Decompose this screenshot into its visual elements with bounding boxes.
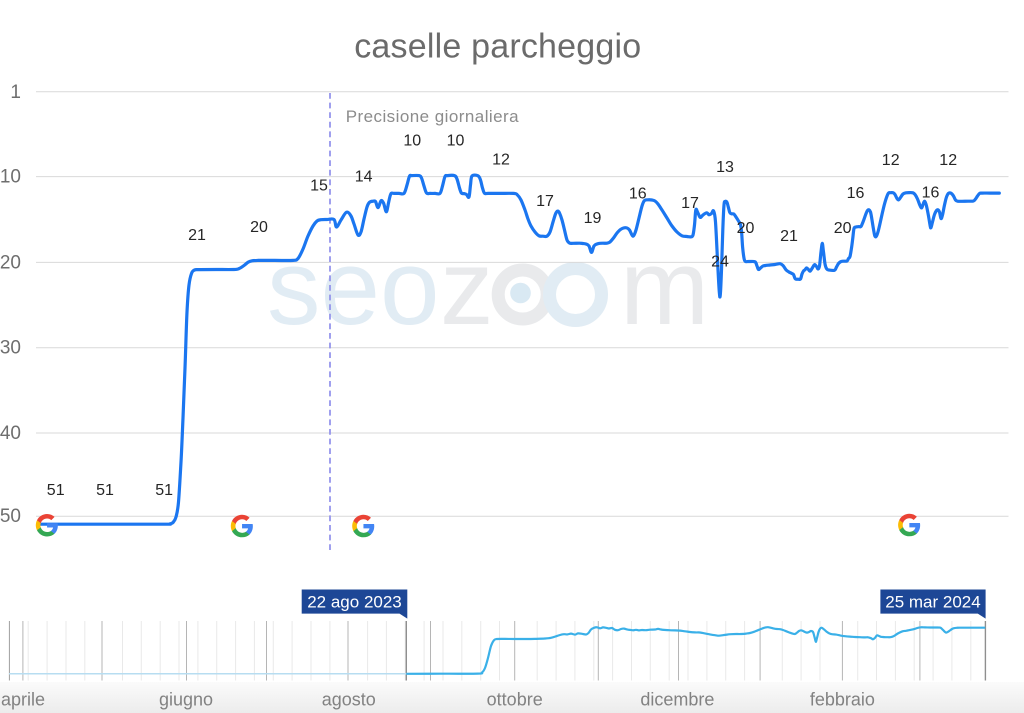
svg-text:10: 10 [403, 132, 421, 149]
svg-text:51: 51 [96, 482, 114, 499]
svg-text:25 mar 2024: 25 mar 2024 [885, 593, 980, 612]
svg-text:12: 12 [939, 152, 957, 169]
svg-text:ottobre: ottobre [487, 690, 543, 710]
svg-text:20: 20 [834, 220, 852, 237]
svg-text:14: 14 [355, 169, 373, 186]
svg-text:17: 17 [681, 195, 699, 212]
svg-text:dicembre: dicembre [640, 690, 714, 710]
svg-text:m: m [620, 227, 709, 347]
svg-text:50: 50 [0, 506, 21, 527]
svg-text:20: 20 [250, 219, 268, 236]
svg-text:51: 51 [47, 482, 65, 499]
svg-text:10: 10 [447, 132, 465, 149]
svg-text:40: 40 [0, 423, 21, 444]
svg-text:22 ago 2023: 22 ago 2023 [307, 593, 402, 612]
svg-text:16: 16 [847, 185, 865, 202]
svg-text:10: 10 [0, 167, 21, 188]
svg-text:51: 51 [155, 482, 173, 499]
svg-text:16: 16 [922, 184, 940, 201]
svg-text:16: 16 [629, 185, 647, 202]
svg-text:13: 13 [716, 159, 734, 176]
svg-text:giugno: giugno [159, 690, 213, 710]
svg-text:aprile: aprile [1, 690, 45, 710]
svg-text:seo: seo [267, 227, 440, 347]
svg-text:caselle parcheggio: caselle parcheggio [354, 28, 641, 66]
svg-text:30: 30 [0, 338, 21, 359]
svg-text:19: 19 [584, 210, 602, 227]
svg-text:20: 20 [737, 220, 755, 237]
svg-text:24: 24 [711, 253, 729, 270]
svg-text:z: z [440, 227, 494, 347]
svg-text:20: 20 [0, 252, 21, 273]
svg-text:21: 21 [780, 228, 798, 245]
svg-text:Precisione giornaliera: Precisione giornaliera [346, 107, 519, 126]
svg-text:21: 21 [188, 227, 206, 244]
svg-text:17: 17 [536, 193, 554, 210]
svg-text:1: 1 [10, 82, 21, 103]
svg-text:15: 15 [310, 178, 328, 195]
svg-text:12: 12 [492, 152, 510, 169]
svg-text:febbraio: febbraio [810, 690, 875, 710]
svg-text:12: 12 [882, 152, 900, 169]
svg-text:agosto: agosto [322, 690, 376, 710]
